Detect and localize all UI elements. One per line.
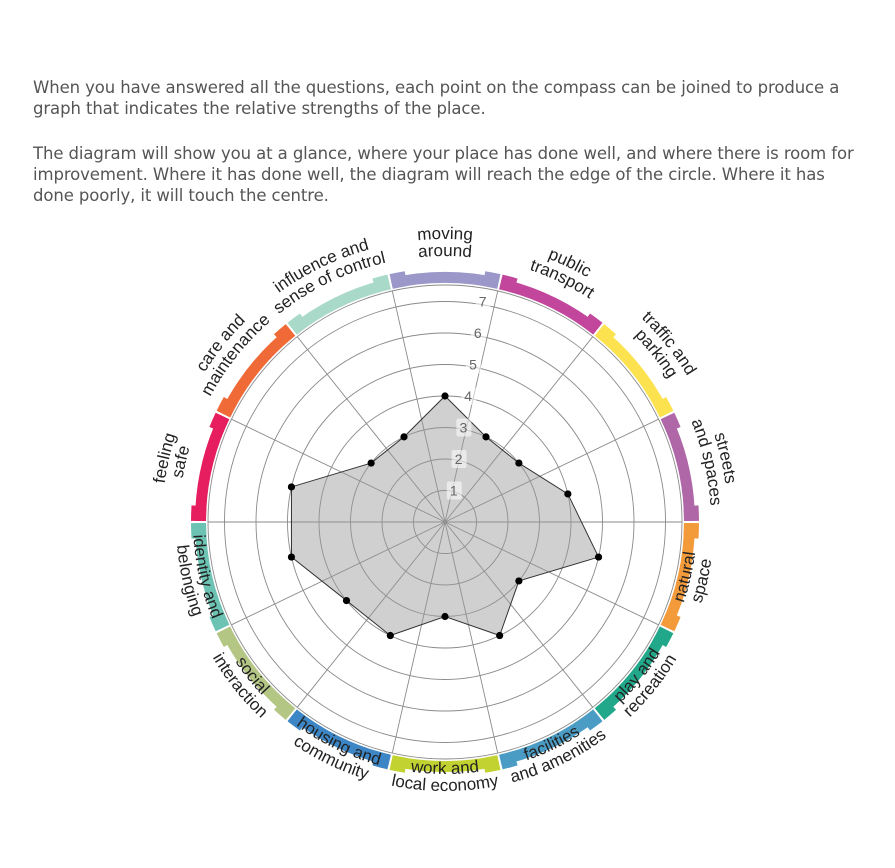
score-point-public-transport	[482, 433, 490, 441]
segment-streets-and-spaces	[660, 414, 695, 521]
scale-tick-label: 3	[460, 420, 468, 436]
scale-tick-bg	[470, 324, 486, 342]
segment-social-interaction	[220, 626, 296, 717]
scale-tick-bg	[461, 387, 477, 405]
segment-notch	[683, 505, 699, 521]
score-point-facilities-and-amenities	[496, 631, 504, 640]
segment-notch	[372, 274, 391, 293]
segment-identity-and-belonging	[195, 523, 230, 630]
spoke	[231, 418, 446, 523]
scale-tick-label: 4	[464, 388, 472, 404]
spoke	[444, 521, 659, 626]
segment-play-and-recreation	[594, 626, 670, 717]
scale-tick-label: 7	[479, 294, 487, 310]
score-point-housing-and-community	[386, 631, 394, 640]
score-point-moving-around	[441, 392, 449, 400]
category-label-work-and: work and	[409, 757, 480, 778]
segment-moving-around	[390, 272, 500, 289]
segment-notch	[581, 313, 603, 335]
segment-notch	[594, 324, 617, 346]
segment-notch	[372, 751, 391, 770]
segment-notch	[216, 626, 237, 647]
segment-notch	[389, 271, 408, 289]
segment-notch	[389, 755, 408, 773]
segment-notch	[482, 755, 501, 773]
spoke	[296, 521, 446, 708]
compass-segments	[191, 271, 699, 773]
scale-tick-label: 2	[455, 451, 463, 467]
spoke	[444, 418, 659, 523]
segment-care-and-maintenance	[220, 327, 296, 418]
spoke	[231, 521, 446, 626]
score-point-natural-space	[594, 553, 603, 561]
intro-paragraph-1: When you have answered all the questions…	[33, 78, 840, 118]
score-point-feeling-safe	[287, 483, 296, 491]
segment-notch	[653, 626, 674, 647]
score-point-identity-and-belonging	[287, 553, 296, 561]
segment-influence-and-sense-of-control	[289, 278, 391, 335]
segment-public-transport	[499, 278, 601, 335]
spoke	[296, 336, 446, 523]
scale-tick-bg	[466, 355, 481, 374]
category-label-around: around	[417, 241, 472, 261]
segment-notch	[683, 523, 699, 539]
scale-tick-bg	[456, 418, 472, 437]
segment-traffic-and-parking	[594, 327, 670, 418]
segment-notch	[594, 698, 617, 720]
segment-notch	[287, 709, 309, 731]
scale-tick-label: 6	[474, 325, 482, 341]
scale-tick-label: 1	[450, 483, 458, 499]
score-point-work-and-local-economy	[441, 612, 449, 621]
spoke	[444, 521, 499, 754]
segment-notch	[209, 611, 230, 632]
spoke	[391, 521, 446, 754]
segment-notch	[287, 313, 309, 335]
segment-notch	[660, 611, 681, 632]
score-polygon-layer	[287, 392, 603, 640]
score-point-social-interaction	[342, 596, 351, 605]
segment-housing-and-community	[289, 709, 391, 766]
spoke	[444, 336, 594, 523]
spoke	[444, 521, 594, 708]
score-point-play-and-recreation	[515, 577, 523, 585]
scale-tick-bg	[446, 481, 462, 500]
segment-feeling-safe	[195, 414, 230, 521]
scale-tick-bg	[475, 292, 491, 311]
segment-notch	[209, 412, 230, 433]
score-point-traffic-and-parking	[515, 459, 523, 467]
spoke	[391, 290, 446, 523]
compass-spokes	[208, 290, 682, 754]
score-point-streets-and-spaces	[564, 490, 572, 498]
segment-notch	[660, 412, 681, 433]
segment-facilities-and-amenities	[499, 709, 601, 766]
scale-ticks: 1 2 3 4 5 6 7	[446, 292, 491, 500]
score-point-influence-and-sense-of-control	[400, 433, 408, 441]
intro-paragraph-2: The diagram will show you at a glance, w…	[33, 144, 854, 205]
segment-notch	[499, 274, 518, 293]
segment-notch	[273, 324, 296, 346]
segment-notch	[191, 523, 207, 539]
segment-notch	[653, 397, 674, 418]
segment-natural-space	[660, 523, 695, 630]
segment-notch	[216, 397, 237, 418]
score-point-care-and-maintenance	[367, 459, 375, 467]
segment-notch	[581, 709, 603, 731]
score-polygon	[290, 395, 600, 637]
scale-tick-bg	[451, 450, 467, 468]
scale-tick-label: 5	[469, 357, 477, 373]
segment-notch	[482, 271, 501, 289]
segment-notch	[499, 751, 518, 770]
segment-notch	[191, 505, 207, 521]
category-label-moving: moving	[417, 224, 474, 244]
segment-work-and-local-economy	[390, 755, 500, 773]
segment-notch	[273, 698, 296, 720]
